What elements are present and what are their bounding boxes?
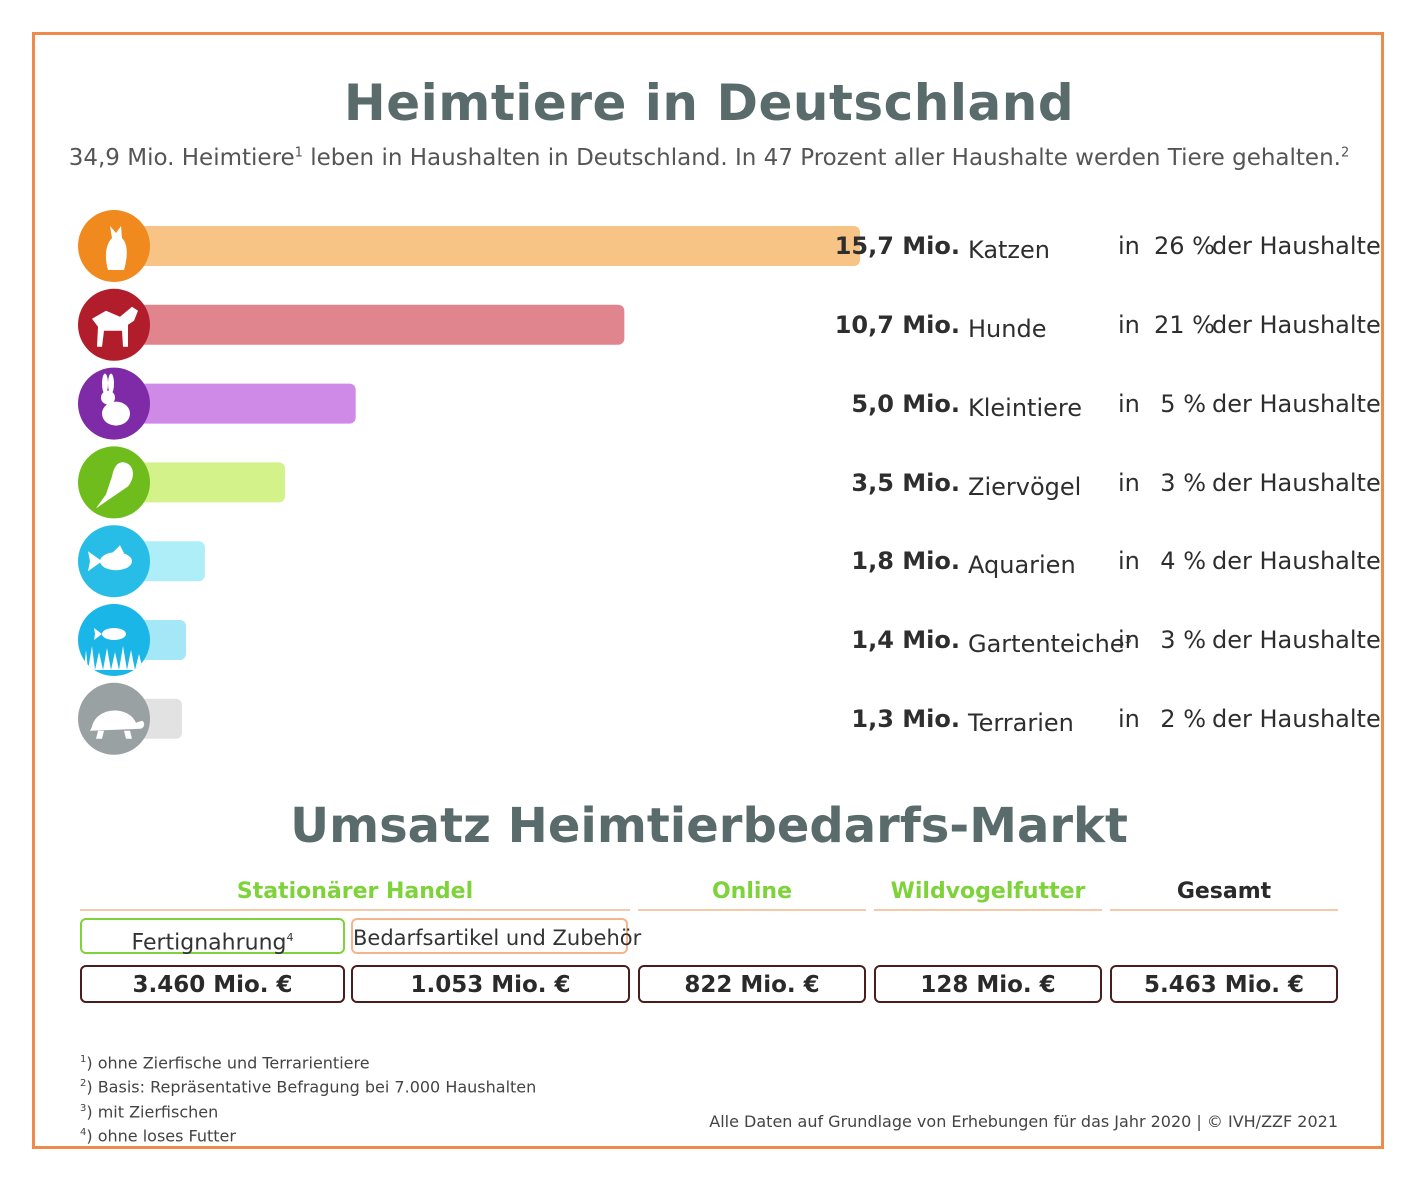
household-share: in 5 % der Haushalte [1118, 390, 1381, 418]
turtle-icon [78, 682, 150, 755]
value-bedarfsartikel: 1.053 Mio. € [351, 965, 630, 1003]
bar-katzen [120, 226, 860, 266]
household-share: in 21 %der Haushalte [1118, 311, 1381, 339]
pet-bar-chart [78, 210, 860, 755]
parrot-icon [78, 446, 150, 519]
category-label: Aquarien [968, 551, 1076, 579]
page-subtitle: 34,9 Mio. Heimtiere1 leben in Haushalten… [68, 145, 1350, 171]
header-underline [80, 909, 630, 911]
header-underline [874, 909, 1102, 911]
footnote: 2) Basis: Repräsentative Befragung bei 7… [80, 1077, 537, 1097]
header-underline [1110, 909, 1338, 911]
bar-hunde [120, 304, 625, 345]
household-share: in 2 % der Haushalte [1118, 705, 1381, 733]
value-label: 5,0 Mio. [851, 390, 960, 418]
footnote: 3) mit Zierfischen [80, 1101, 219, 1121]
category-label: Kleintiere [968, 394, 1082, 422]
household-share: in 3 % der Haushalte [1118, 469, 1381, 497]
source-note: Alle Daten auf Grundlage von Erhebungen … [709, 1112, 1338, 1131]
cat-icon [78, 210, 150, 282]
bar-ziervögel [120, 462, 285, 503]
pond-icon [78, 604, 150, 676]
value-gesamt: 5.463 Mio. € [1110, 965, 1338, 1003]
value-label: 1,3 Mio. [851, 705, 960, 733]
value-label: 1,8 Mio. [851, 547, 960, 575]
value-online: 822 Mio. € [638, 965, 866, 1003]
header-stationaer: Stationärer Handel [236, 879, 474, 904]
page-title: Heimtiere in Deutschland [343, 74, 1075, 132]
subheader-fertignahrung: Fertignahrung4 [80, 918, 345, 955]
value-wildvogel: 128 Mio. € [874, 965, 1102, 1003]
header-wildvogel: Wildvogelfutter [890, 879, 1086, 904]
footnote: 4) ohne loses Futter [80, 1126, 236, 1146]
value-label: 15,7 Mio. [834, 232, 960, 260]
rabbit-icon [78, 367, 150, 440]
category-label: Hunde [968, 315, 1047, 343]
value-label: 1,4 Mio. [851, 626, 960, 654]
category-label: Gartenteiche3 [968, 630, 1132, 658]
bar-kleintiere [120, 383, 356, 424]
header-underline [638, 909, 866, 911]
category-label: Terrarien [968, 709, 1074, 737]
header-online: Online [711, 879, 793, 904]
footnotes: 1) ohne Zierfische und Terrarientiere 2)… [80, 1049, 536, 1146]
market-title: Umsatz Heimtierbedarfs-Markt [290, 798, 1128, 854]
household-share: in 3 % der Haushalte [1118, 626, 1381, 654]
infographic-frame [32, 32, 1384, 1149]
household-share: in 26 %der Haushalte [1118, 232, 1381, 260]
fish-icon [78, 525, 150, 598]
value-label: 3,5 Mio. [851, 469, 960, 497]
subheader-bedarfsartikel: Bedarfsartikel und Zubehör [351, 918, 641, 954]
footnote: 1) ohne Zierfische und Terrarientiere [80, 1053, 370, 1073]
header-gesamt: Gesamt [1176, 879, 1272, 904]
value-label: 10,7 Mio. [834, 311, 960, 339]
category-label: Ziervögel [968, 473, 1082, 501]
category-label: Katzen [968, 236, 1051, 264]
dog-icon [78, 288, 150, 361]
value-fertignahrung: 3.460 Mio. € [80, 965, 345, 1003]
household-share: in 4 % der Haushalte [1118, 547, 1381, 575]
